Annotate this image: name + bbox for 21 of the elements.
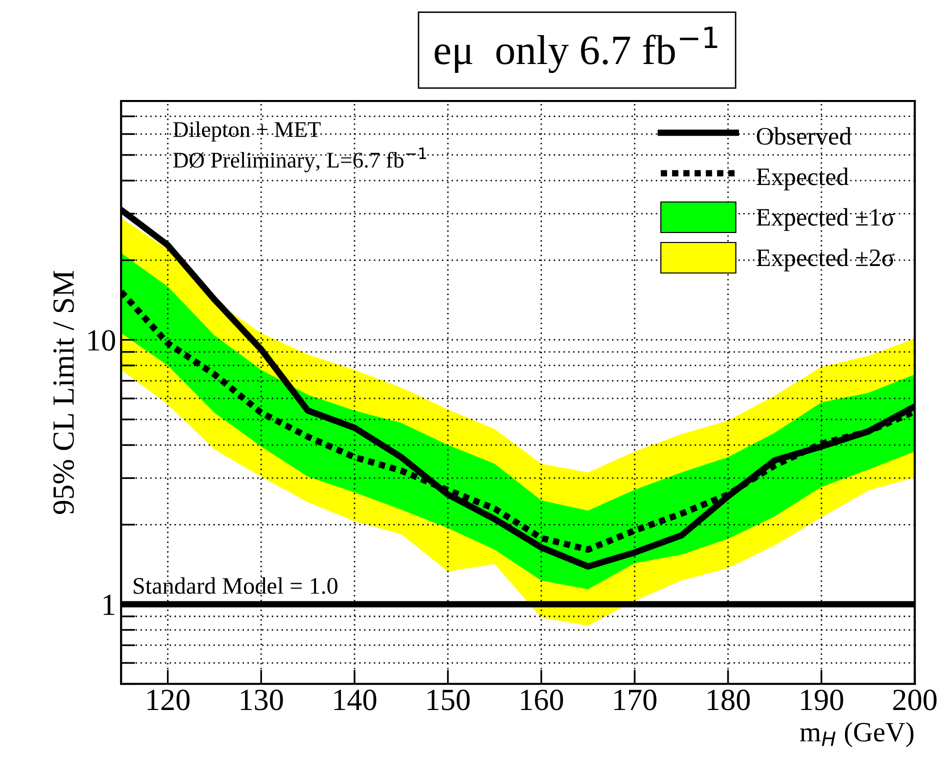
y-axis-title: 95% CL Limit / SM — [53, 270, 74, 514]
legend-label: Expected — [756, 168, 849, 190]
x-tick-label: 160 — [521, 690, 564, 710]
x-tick-label: 120 — [148, 690, 190, 710]
x-tick-label: 130 — [240, 690, 283, 710]
ref-line-label: Standard Model = 1.0 — [134, 577, 338, 594]
x-tick-label: 140 — [334, 690, 376, 710]
y-tick-label: 10 — [88, 330, 116, 351]
legend-label: Expected ±2σ — [756, 248, 894, 272]
x-tick-label: 190 — [801, 690, 844, 710]
x-axis-title: m$_{H}$ (GeV) — [800, 722, 914, 748]
legend-label: Expected ±1σ — [756, 208, 894, 231]
x-tick-label: 180 — [708, 690, 750, 710]
legend-label: Observed — [756, 127, 852, 145]
x-tick-label: 150 — [428, 690, 470, 710]
y-tick-label: 1 — [104, 594, 114, 615]
annotation: DØ Preliminary, L=6.7 fb$^{−1}$ — [173, 148, 426, 172]
annotation: Dilepton + MET — [173, 121, 321, 142]
chart-title: eμ only 6.7 fb$^{−1}$ — [434, 26, 718, 73]
x-tick-label: 170 — [614, 690, 656, 710]
x-tick-label: 200 — [893, 690, 937, 710]
